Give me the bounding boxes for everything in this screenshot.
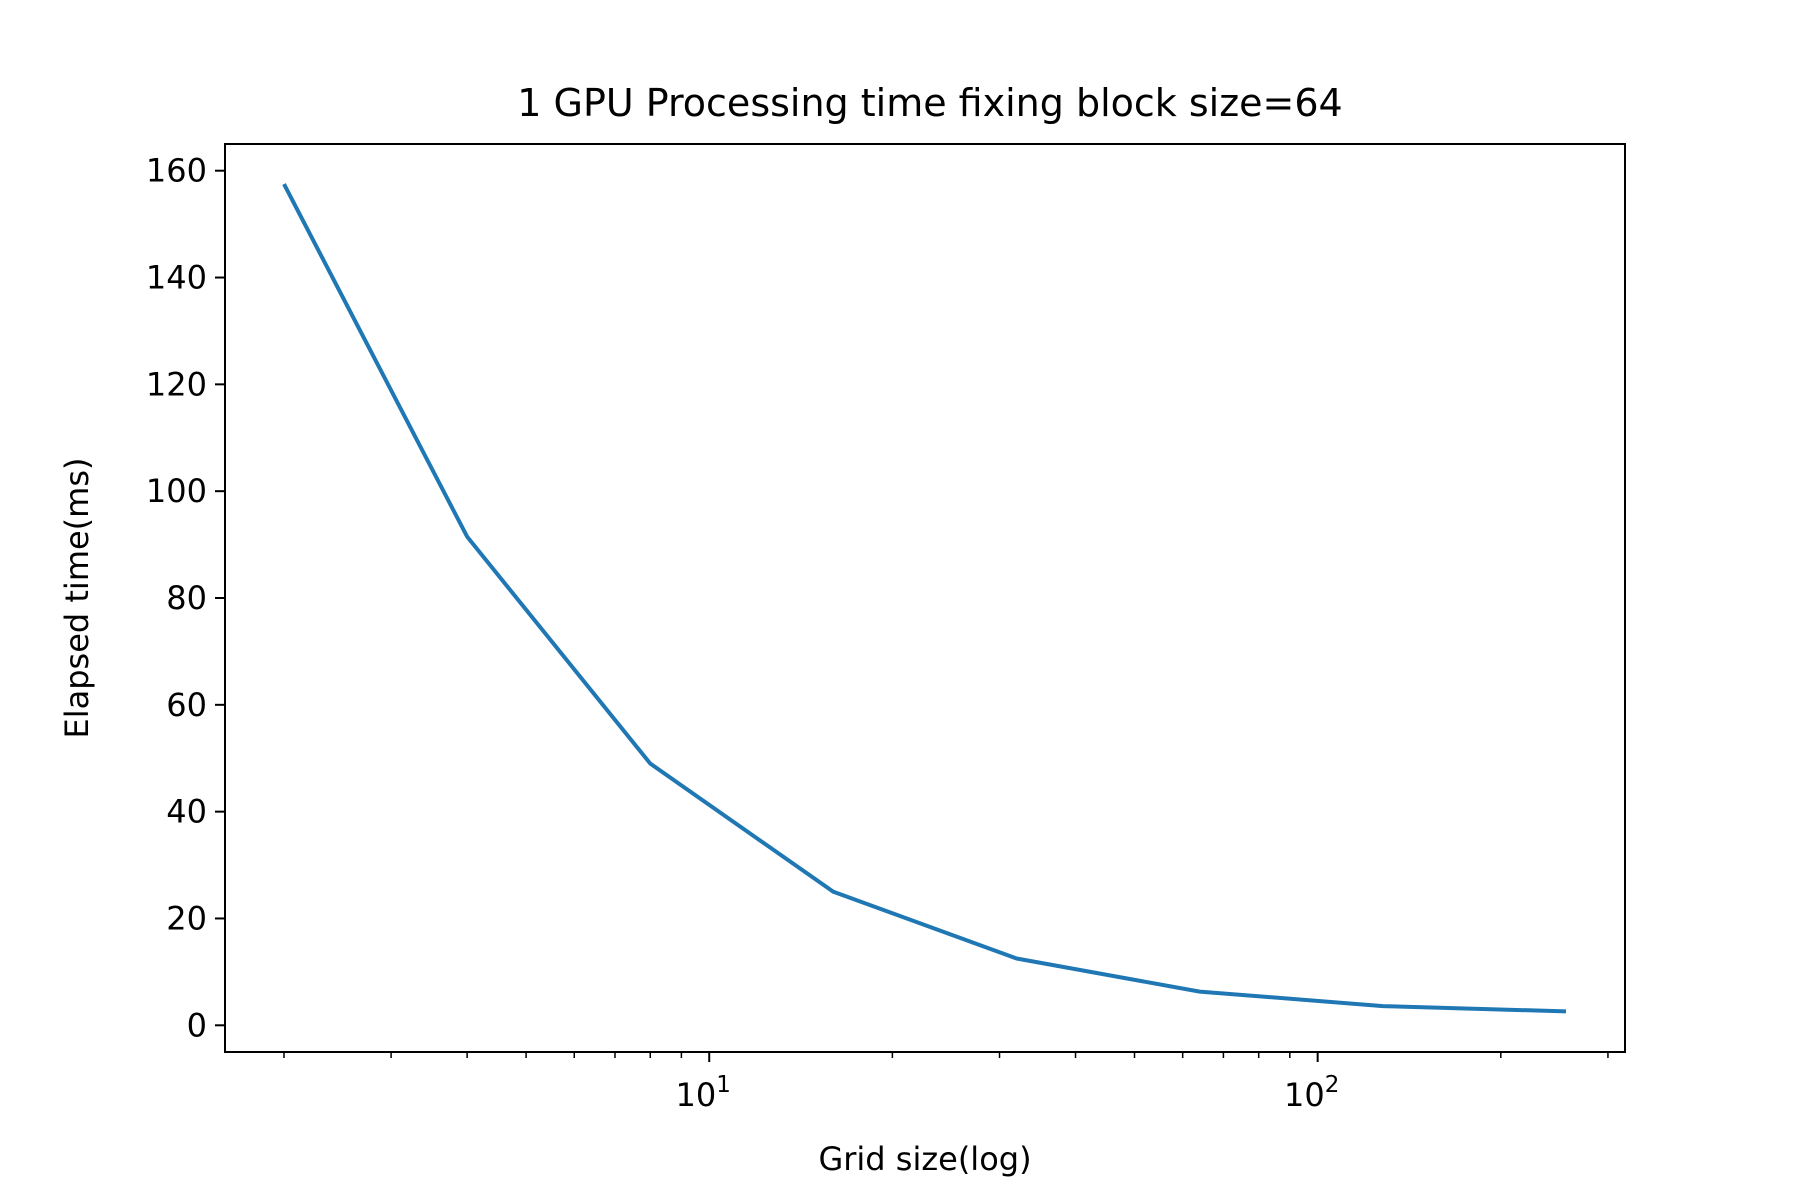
- y-tick-label: 0: [187, 1006, 207, 1044]
- plot-area-frame: [224, 143, 1626, 1053]
- y-axis-label: Elapsed time(ms): [58, 458, 96, 739]
- chart-title: 1 GPU Processing time fixing block size=…: [517, 81, 1342, 125]
- x-tick-label: 102: [1284, 1072, 1339, 1114]
- y-tick-label: 120: [146, 365, 207, 403]
- x-axis-label: Grid size(log): [818, 1140, 1031, 1178]
- y-tick-label: 80: [166, 579, 207, 617]
- y-tick-label: 100: [146, 472, 207, 510]
- y-tick-label: 140: [146, 259, 207, 297]
- y-tick-label: 60: [166, 686, 207, 724]
- x-tick-label: 101: [676, 1072, 731, 1114]
- y-tick-label: 20: [166, 899, 207, 937]
- y-tick-label: 160: [146, 152, 207, 190]
- x-axis: 101 102: [283, 1052, 1609, 1114]
- y-axis: 0 20 40 60 80 100 120 140 160: [146, 152, 225, 1044]
- series-group: [282, 183, 1567, 1014]
- series-line: [282, 183, 1567, 1014]
- y-tick-label: 40: [166, 793, 207, 831]
